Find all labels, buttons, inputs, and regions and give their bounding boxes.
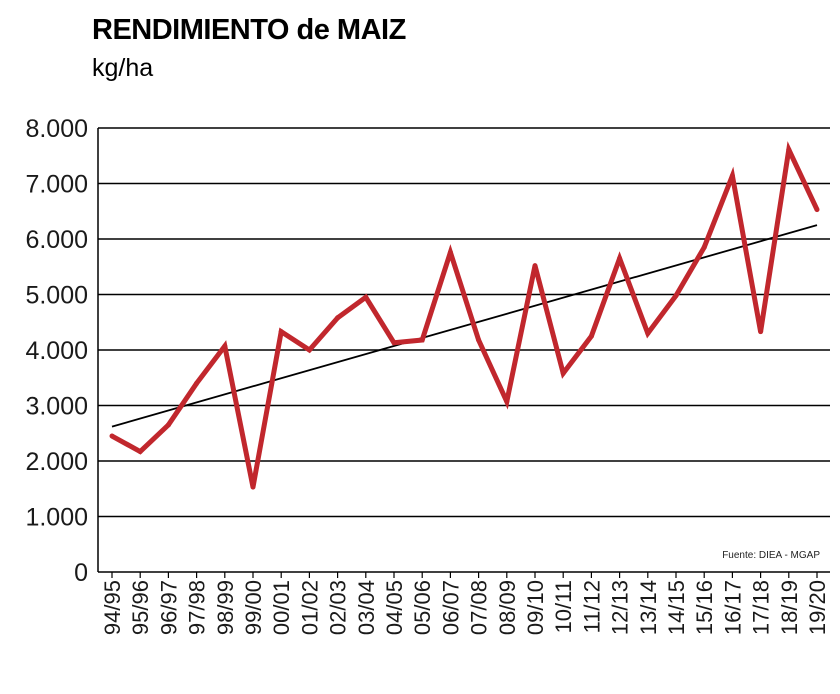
x-tick-label: 14/15 [664, 580, 689, 635]
data-point [222, 343, 228, 349]
series-line-maiz [110, 141, 820, 488]
gridlines [98, 127, 830, 573]
data-point [278, 329, 284, 335]
y-tick-label: 6.000 [25, 226, 88, 254]
data-point [617, 255, 623, 261]
y-tick-label: 7.000 [25, 171, 88, 199]
data-point [758, 329, 764, 335]
data-point [560, 370, 566, 376]
x-tick-label: 15/16 [692, 580, 717, 635]
chart-title: RENDIMIENTO de MAIZ [92, 14, 406, 46]
x-tick-label: 18/19 [777, 580, 802, 635]
data-point [701, 244, 707, 250]
data-point [306, 347, 312, 353]
data-point [447, 249, 453, 255]
trend-line [111, 224, 818, 428]
x-tick-label: 07/08 [467, 580, 492, 635]
x-tick-label: 03/04 [354, 580, 379, 635]
y-tick-label: 1.000 [25, 504, 88, 532]
x-tick-label: 99/00 [241, 580, 266, 635]
x-tick-label: 97/98 [185, 580, 210, 635]
x-tick-label: 17/18 [749, 580, 774, 635]
x-tick-label: 04/05 [382, 580, 407, 635]
x-axis-ticks: 94/95 95/96 96/97 97/98 98/99 99/00 00/01 01/02… [100, 572, 830, 635]
y-tick-label: 3.000 [25, 393, 88, 421]
x-tick-label: 94/95 [100, 580, 125, 635]
data-point [137, 449, 143, 455]
y-axis-ticks: 0 1.000 2.000 3.000 4.000 5.000 6.000 7.000 8.00… [25, 115, 88, 587]
data-point [786, 147, 792, 153]
x-tick-label: 96/97 [156, 580, 181, 635]
x-tick-label: 01/02 [297, 580, 322, 635]
x-tick-label: 08/09 [495, 580, 520, 635]
x-tick-label: 05/06 [410, 580, 435, 635]
x-tick-label: 02/03 [326, 580, 351, 635]
data-point [335, 315, 341, 321]
data-point [504, 399, 510, 405]
x-tick-label: 06/07 [438, 580, 463, 635]
data-point [165, 422, 171, 428]
x-tick-label: 16/17 [720, 580, 745, 635]
data-point [250, 484, 256, 490]
x-tick-label: 11/12 [579, 580, 604, 633]
y-tick-label: 4.000 [25, 337, 88, 365]
data-point [391, 340, 397, 346]
data-points [109, 147, 820, 490]
source-annotation: Fuente: DIEA - MGAP [722, 550, 820, 561]
y-tick-label: 8.000 [25, 115, 88, 143]
x-tick-label: 19/20 [805, 580, 830, 635]
data-point [476, 337, 482, 343]
data-point [588, 333, 594, 339]
x-tick-label: 13/14 [636, 580, 661, 635]
y-tick-label: 0 [74, 559, 88, 587]
x-tick-label: 95/96 [128, 580, 153, 635]
x-tick-label: 98/99 [213, 580, 238, 635]
data-point [673, 293, 679, 299]
data-point [645, 330, 651, 336]
data-point [109, 433, 115, 439]
x-tick-label: 12/13 [608, 580, 633, 635]
y-axis-unit: kg/ha [92, 54, 154, 82]
data-point [419, 337, 425, 343]
data-point [363, 294, 369, 300]
data-point [814, 207, 820, 213]
y-tick-label: 2.000 [25, 448, 88, 476]
x-tick-label: 00/01 [269, 580, 294, 635]
data-point [729, 173, 735, 179]
data-point [532, 263, 538, 269]
data-point [194, 380, 200, 386]
x-tick-label: 10/11 [551, 580, 576, 633]
y-tick-label: 5.000 [25, 282, 88, 310]
x-tick-label: 09/10 [523, 580, 548, 635]
